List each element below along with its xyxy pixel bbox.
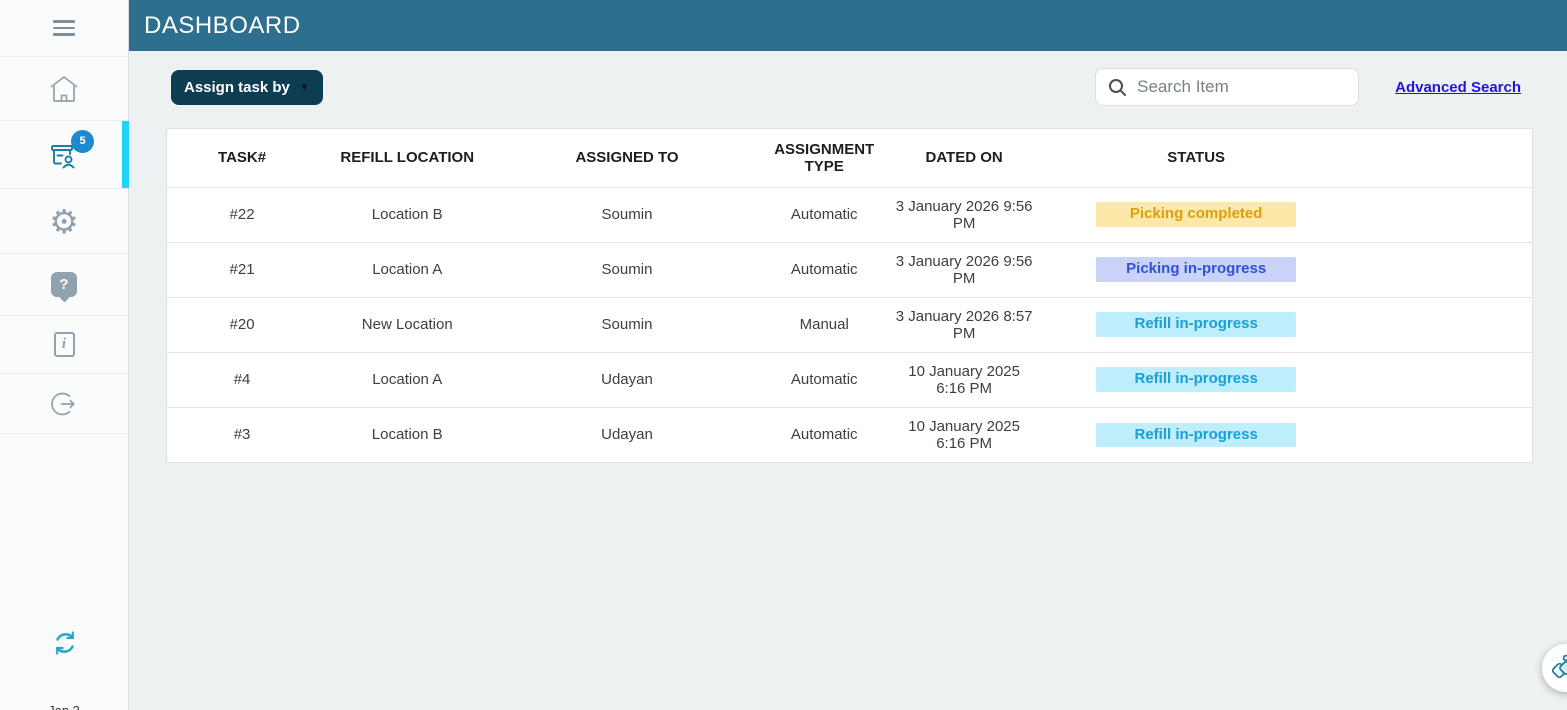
cell-assigned-to: Soumin	[497, 241, 757, 297]
cell-task-number: #4	[167, 351, 318, 407]
table-row[interactable]: #20 New Location Soumin Manual 3 January 202…	[167, 296, 1532, 352]
cell-status: Refill in-progress	[1036, 296, 1356, 352]
gear-icon: ⚙	[49, 201, 79, 241]
filler-cell	[1356, 129, 1532, 187]
advanced-search-link[interactable]: Advanced Search	[1395, 78, 1521, 96]
main-content: DASHBOARD Assign task by ▼ Advanced Sear…	[129, 0, 1567, 710]
cell-refill-location: Location A	[317, 241, 498, 297]
cell-refill-location: New Location	[317, 296, 498, 352]
cell-assigned-to: Soumin	[497, 296, 757, 352]
column-header[interactable]: ASSIGNMENT TYPE	[774, 140, 875, 175]
cell-task-number: #3	[167, 406, 318, 462]
cell-assignment-type: Automatic	[756, 406, 892, 462]
cell-assigned-to: Udayan	[497, 351, 757, 407]
filler-cell	[1355, 406, 1532, 462]
column-header[interactable]: STATUS	[1167, 149, 1226, 167]
table-row[interactable]: #3 Location B Udayan Automatic 10 January 20…	[167, 406, 1532, 462]
sidebar-item-home[interactable]	[0, 57, 128, 121]
cell-status: Refill in-progress	[1036, 406, 1356, 462]
sidebar-date-label: Jan 3	[0, 703, 128, 710]
sidebar-item-help[interactable]: ?	[0, 254, 128, 316]
status-badge: Refill in-progress	[1096, 367, 1297, 392]
cell-dated-on: 3 January 2026 9:56 PM	[891, 241, 1037, 297]
logout-icon	[49, 389, 79, 419]
page-title: DASHBOARD	[144, 11, 301, 39]
table-row[interactable]: #21 Location A Soumin Automatic 3 January 20…	[167, 241, 1532, 297]
info-doc-icon: i	[53, 332, 78, 360]
page-header: DASHBOARD	[129, 0, 1567, 51]
task-assignment-icon: 5	[48, 129, 94, 171]
tasks-table: TASK# REFILL LOCATION ASSIGNED TO ASSIGNMEN…	[167, 129, 1532, 462]
status-badge: Picking in-progress	[1096, 257, 1297, 282]
table-row[interactable]: #22 Location B Soumin Automatic 3 January 20…	[167, 186, 1532, 242]
filler-cell	[1355, 241, 1532, 297]
cell-status: Picking in-progress	[1036, 241, 1356, 297]
cell-assignment-type: Automatic	[756, 241, 892, 297]
cell-refill-location: Location B	[317, 186, 498, 242]
filler-cell	[1355, 351, 1532, 407]
cell-task-number: #21	[167, 241, 318, 297]
sidebar-item-settings[interactable]: ⚙	[0, 189, 128, 254]
cell-dated-on: 3 January 2026 9:56 PM	[891, 186, 1037, 242]
sidebar-item-info[interactable]: i	[0, 316, 128, 374]
sidebar-item-tasks[interactable]: 5	[0, 121, 129, 189]
cell-refill-location: Location B	[317, 406, 498, 462]
status-badge: Picking completed	[1096, 202, 1297, 227]
tasks-table-card: TASK# REFILL LOCATION ASSIGNED TO ASSIGNMEN…	[166, 128, 1533, 463]
table-row[interactable]: #4 Location A Udayan Automatic 10 January 20…	[167, 351, 1532, 407]
cell-status: Picking completed	[1036, 186, 1356, 242]
table-header-row: TASK# REFILL LOCATION ASSIGNED TO ASSIGNMEN…	[167, 129, 1532, 187]
cell-task-number: #20	[167, 296, 318, 352]
help-icon: ?	[51, 272, 77, 297]
cell-assignment-type: Automatic	[756, 351, 892, 407]
search-icon	[1109, 78, 1127, 96]
search-input[interactable]	[1137, 77, 1359, 97]
cell-status: Refill in-progress	[1036, 351, 1356, 407]
task-count-badge: 5	[71, 129, 94, 153]
cell-dated-on: 3 January 2026 8:57 PM	[891, 296, 1037, 352]
sidebar: 5 ⚙ ? i Jan 3	[0, 0, 129, 710]
assign-task-by-label: Assign task by	[184, 78, 290, 96]
cell-assignment-type: Manual	[756, 296, 892, 352]
cell-assigned-to: Soumin	[497, 186, 757, 242]
cell-dated-on: 10 January 2025 6:16 PM	[891, 351, 1037, 407]
cell-refill-location: Location A	[317, 351, 498, 407]
filler-cell	[1355, 186, 1532, 242]
search-box[interactable]	[1095, 68, 1360, 106]
toolbar: Assign task by ▼ Advanced Search	[129, 51, 1567, 106]
cell-task-number: #22	[167, 186, 318, 242]
status-badge: Refill in-progress	[1096, 312, 1297, 337]
home-icon	[47, 74, 81, 104]
accessibility-icon	[1551, 654, 1567, 679]
column-header[interactable]: DATED ON	[925, 149, 1003, 167]
status-badge: Refill in-progress	[1096, 422, 1297, 447]
sidebar-item-menu[interactable]	[0, 0, 128, 57]
cell-assigned-to: Udayan	[497, 406, 757, 462]
accessibility-widget-button[interactable]	[1542, 644, 1567, 692]
column-header[interactable]: TASK#	[218, 149, 267, 167]
refresh-button[interactable]	[50, 628, 80, 658]
sidebar-footer: Jan 3	[0, 620, 128, 710]
filler-cell	[1355, 296, 1532, 352]
sidebar-item-logout[interactable]	[0, 374, 128, 434]
cell-dated-on: 10 January 2025 6:16 PM	[891, 406, 1037, 462]
table-body: #22 Location B Soumin Automatic 3 January 20…	[167, 186, 1532, 462]
chevron-down-icon: ▼	[299, 82, 309, 92]
assign-task-by-dropdown[interactable]: Assign task by ▼	[171, 69, 323, 105]
column-header[interactable]: REFILL LOCATION	[340, 149, 475, 167]
column-header[interactable]: ASSIGNED TO	[575, 149, 679, 167]
cell-assignment-type: Automatic	[756, 186, 892, 242]
hamburger-icon	[53, 20, 75, 36]
